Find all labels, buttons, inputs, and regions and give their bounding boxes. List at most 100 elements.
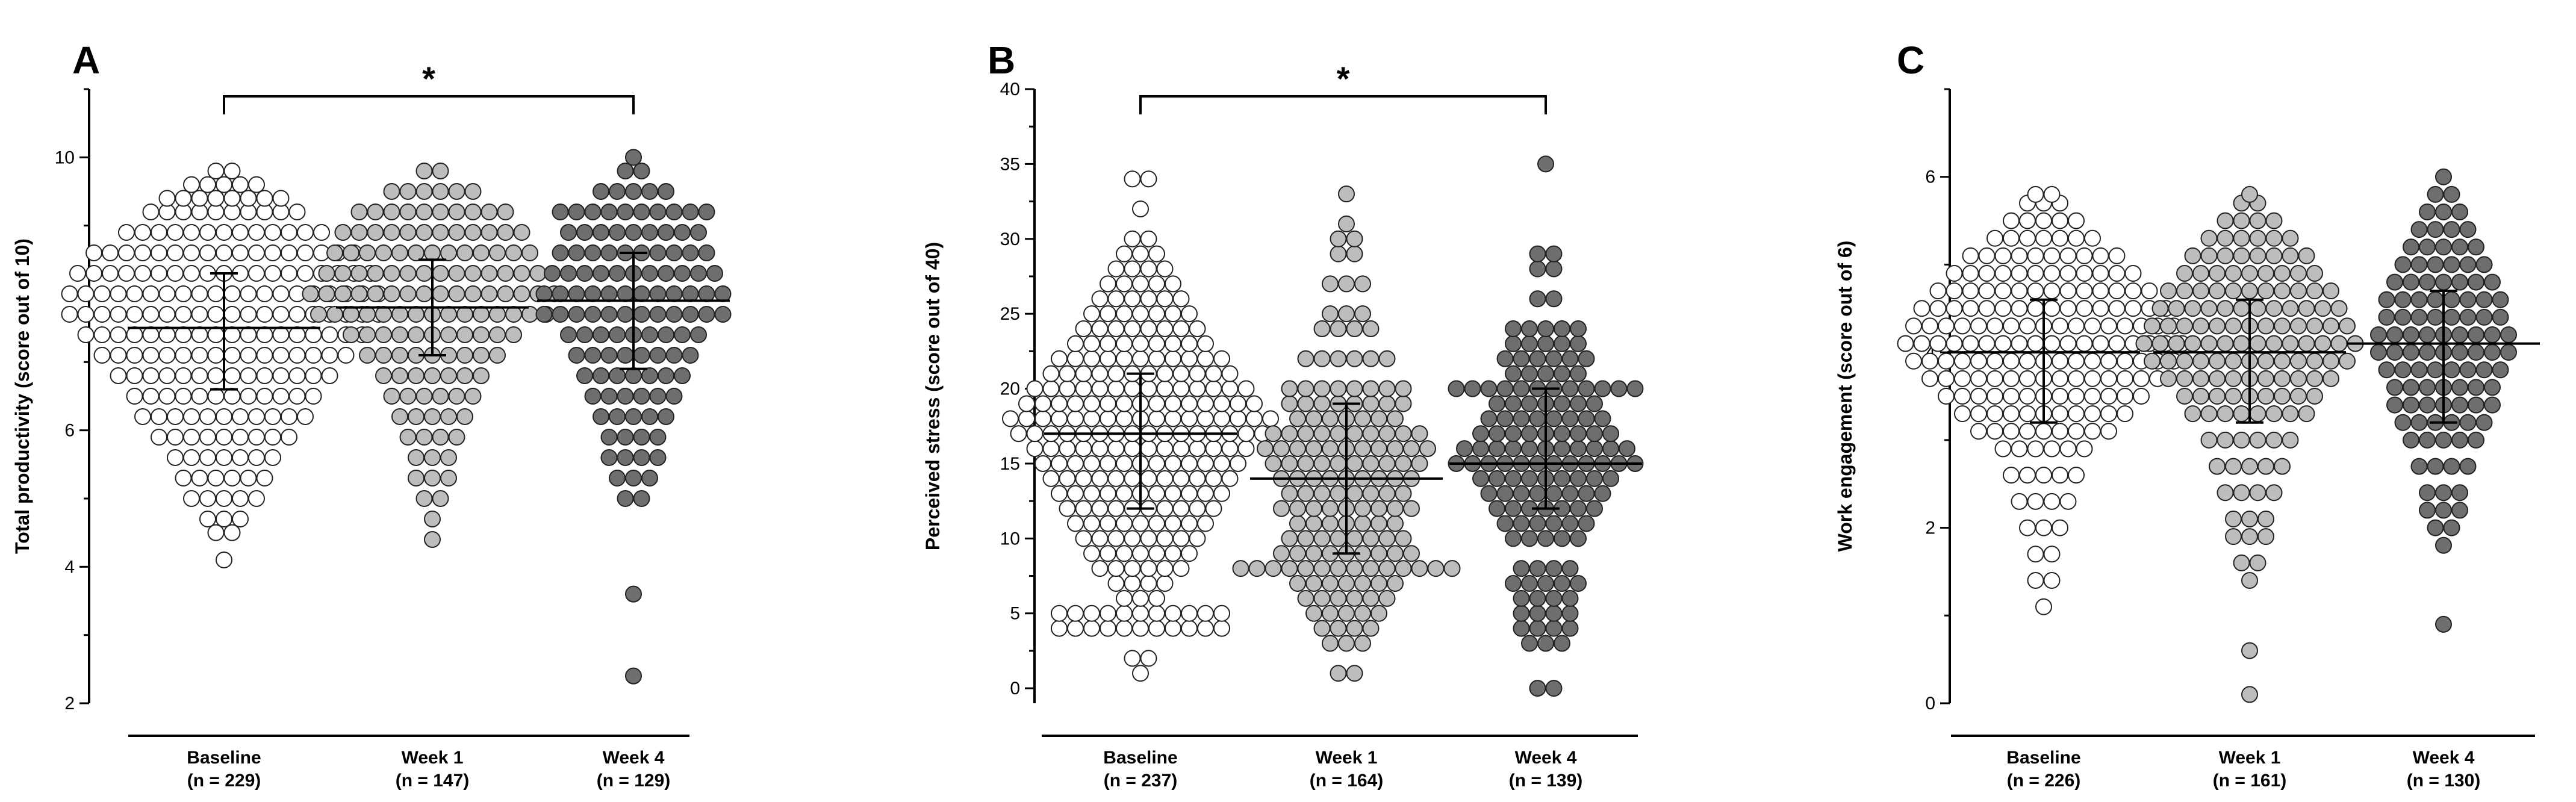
data-point	[1189, 320, 1206, 338]
data-point	[199, 408, 216, 425]
data-point	[2282, 335, 2299, 352]
data-point	[2427, 291, 2444, 308]
data-point	[1305, 545, 1322, 562]
data-point	[248, 224, 265, 241]
data-point	[1313, 455, 1331, 472]
data-point	[1338, 275, 1355, 293]
data-point	[288, 347, 306, 364]
data-point	[1330, 320, 1347, 338]
data-point	[1018, 410, 1035, 427]
data-point	[2265, 431, 2283, 449]
data-point	[625, 470, 642, 486]
data-point	[2052, 317, 2068, 335]
data-point	[2217, 484, 2234, 502]
data-point	[1107, 320, 1125, 338]
category-label: Week 1	[402, 748, 464, 768]
category-label: Week 1	[2219, 748, 2281, 768]
data-point	[391, 306, 408, 323]
data-point	[535, 306, 553, 323]
data-point	[633, 285, 650, 302]
data-point	[1505, 335, 1522, 352]
data-point	[2249, 554, 2266, 571]
data-point	[1537, 365, 1554, 382]
data-point	[674, 367, 691, 384]
data-point	[158, 190, 176, 207]
data-point	[665, 347, 683, 364]
data-point	[1289, 440, 1306, 458]
data-point	[2217, 247, 2234, 264]
data-point	[1148, 545, 1165, 562]
data-point	[183, 449, 200, 466]
data-point	[2298, 300, 2315, 317]
data-point	[2003, 212, 2020, 229]
data-point	[617, 429, 634, 446]
data-point	[1116, 305, 1133, 323]
data-point	[1986, 229, 2003, 247]
data-point	[223, 190, 241, 207]
data-point	[2475, 361, 2493, 379]
data-point	[1370, 545, 1387, 562]
data-point	[1480, 485, 1498, 502]
data-point	[281, 265, 297, 282]
y-tick-label: 15	[1000, 454, 1020, 474]
data-point	[1189, 530, 1206, 547]
data-point	[1156, 470, 1174, 487]
data-point	[1181, 410, 1198, 427]
data-point	[2200, 247, 2218, 264]
data-point	[2059, 300, 2077, 317]
data-point	[432, 490, 449, 507]
data-point	[1273, 500, 1290, 517]
data-point	[1140, 380, 1157, 397]
data-point	[2184, 300, 2201, 317]
data-point	[2274, 352, 2291, 370]
data-point	[658, 265, 674, 282]
data-point	[1083, 455, 1100, 472]
data-point	[207, 470, 225, 486]
data-point	[1330, 455, 1347, 472]
data-point	[2257, 388, 2274, 405]
data-point	[2225, 282, 2242, 300]
data-point	[440, 408, 457, 425]
data-point	[625, 183, 642, 200]
data-point	[481, 265, 498, 282]
data-point	[1354, 635, 1371, 652]
data-point	[481, 285, 498, 302]
data-point	[2370, 326, 2387, 343]
data-point	[2068, 212, 2085, 229]
data-point	[248, 265, 265, 282]
data-point	[2019, 467, 2036, 484]
data-point	[2484, 326, 2501, 343]
data-point	[69, 265, 86, 282]
data-point	[2217, 212, 2234, 229]
data-point	[383, 183, 400, 200]
data-point	[2209, 388, 2226, 405]
data-point	[1181, 395, 1198, 412]
data-point	[375, 347, 392, 364]
data-point	[456, 244, 473, 261]
data-point	[1561, 485, 1579, 502]
data-point	[617, 306, 634, 323]
data-point	[2257, 528, 2274, 546]
data-point	[2233, 247, 2250, 264]
data-point	[2378, 291, 2395, 308]
data-point	[191, 470, 208, 486]
data-point	[1395, 560, 1412, 577]
data-point	[2176, 388, 2193, 405]
data-point	[1954, 352, 1971, 370]
data-point	[2306, 370, 2323, 387]
data-point	[1489, 500, 1505, 517]
data-point	[199, 224, 216, 241]
data-point	[1602, 470, 1619, 487]
data-point	[2249, 300, 2266, 317]
data-point	[2403, 238, 2419, 256]
data-point	[1132, 515, 1149, 532]
data-point	[552, 285, 569, 302]
data-point	[2257, 265, 2274, 282]
data-point	[593, 183, 609, 200]
data-point	[2192, 317, 2209, 335]
data-point	[199, 429, 216, 446]
data-point	[2419, 484, 2436, 502]
data-point	[151, 244, 167, 261]
y-tick-label: 10	[55, 148, 75, 167]
data-point	[272, 326, 290, 343]
